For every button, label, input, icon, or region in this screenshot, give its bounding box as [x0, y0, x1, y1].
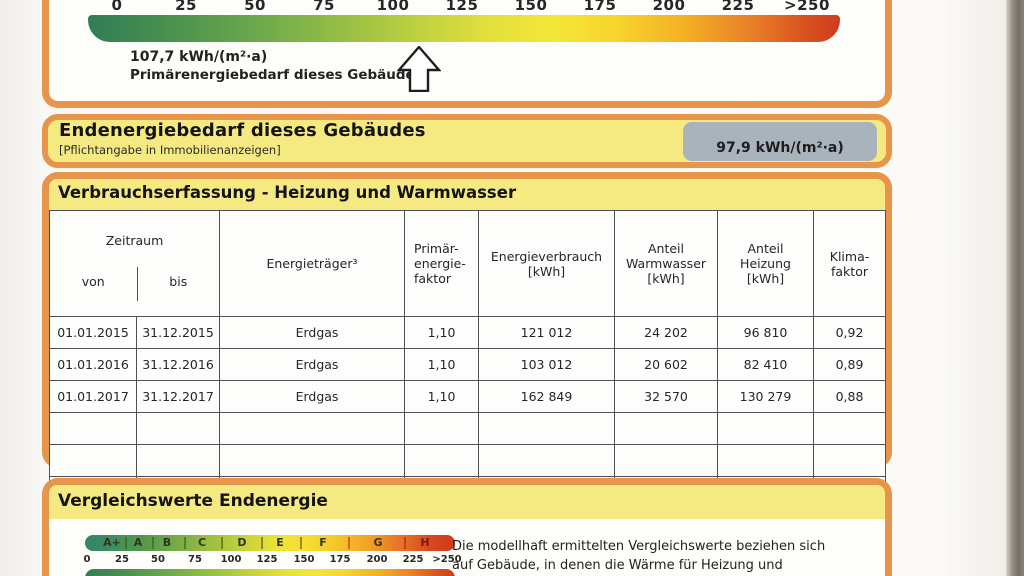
comparison-title-band — [49, 485, 885, 519]
table-row-empty — [49, 412, 886, 445]
end-energy-title: Endenergiebedarf dieses Gebäudes — [59, 120, 426, 141]
consumption-table: Zeitraum von bis Energieträger³ Primär- … — [49, 210, 886, 509]
header-anteil-warmwasser: Anteil Warmwasser [kWh] — [614, 210, 718, 317]
table-header-row: Zeitraum von bis Energieträger³ Primär- … — [49, 210, 886, 317]
scale-tick-label: 175 — [583, 0, 617, 14]
end-energy-value-box: 97,9 kWh/(m²·a) — [683, 122, 877, 161]
header-von: von — [81, 274, 105, 289]
header-klimafaktor: Klima- faktor — [813, 210, 886, 317]
end-energy-subtitle: [Pflichtangabe in Immobilienanzeigen] — [59, 143, 281, 157]
scale-tick-label: 75 — [313, 0, 335, 14]
energy-gradient-bar — [88, 15, 840, 42]
end-energy-banner: Endenergiebedarf dieses Gebäudes [Pflich… — [42, 114, 892, 168]
primary-energy-value: 107,7 kWh/(m²·a) — [130, 49, 268, 65]
class-label: A — [133, 536, 143, 549]
scale-tick-label: 200 — [652, 0, 686, 14]
comparison-section: Vergleichswerte Endenergie A+ A B C D E … — [42, 478, 892, 576]
scale-tick-label: 125 — [445, 0, 479, 14]
header-energieverbrauch: Energieverbrauch [kWh] — [478, 210, 615, 317]
header-bis: bis — [136, 267, 219, 301]
end-energy-value: 97,9 kWh/(m²·a) — [716, 140, 844, 156]
header-energietraeger: Energieträger³ — [219, 210, 405, 317]
class-label: C — [197, 536, 207, 549]
table-row: 01.01.2017 31.12.2017 Erdgas 1,10 162 84… — [49, 380, 886, 413]
scanner-page-edge — [1006, 0, 1024, 576]
consumption-section: Verbrauchserfassung - Heizung und Warmwa… — [42, 172, 892, 509]
scale-tick-label: 25 — [175, 0, 197, 14]
class-label: A+ — [103, 536, 121, 549]
table-row-empty — [49, 444, 886, 477]
primary-energy-scale-section: 0 25 50 75 100 125 150 175 200 225 >250 … — [42, 0, 892, 108]
scale-tick-label: 100 — [376, 0, 410, 14]
comparison-scale: 0 25 50 75 100 125 150 175 200 225 >250 — [83, 554, 462, 565]
class-label: B — [162, 536, 172, 549]
table-row: 01.01.2016 31.12.2016 Erdgas 1,10 103 01… — [49, 348, 886, 381]
class-label: D — [237, 536, 247, 549]
description-line: auf Gebäude, in denen die Wärme für Heiz… — [452, 557, 783, 573]
class-label: H — [420, 536, 430, 549]
header-zeitraum: Zeitraum von bis — [49, 210, 220, 317]
primary-energy-caption: Primärenergiebedarf dieses Gebäudes — [130, 67, 423, 83]
class-label: F — [319, 536, 327, 549]
header-primaerfaktor: Primär- energie- faktor — [404, 210, 479, 317]
table-row: 01.01.2015 31.12.2015 Erdgas 1,10 121 01… — [49, 316, 886, 349]
scale-tick-label: 0 — [111, 0, 123, 14]
scale-tick-label: >250 — [784, 0, 830, 14]
consumption-title: Verbrauchserfassung - Heizung und Warmwa… — [58, 183, 517, 202]
description-line: Die modellhaft ermittelten Vergleichswer… — [452, 539, 826, 554]
comparison-gradient-bar — [85, 569, 455, 576]
comparison-description: Die modellhaft ermittelten Vergleichswer… — [452, 538, 882, 576]
consumption-title-band — [49, 179, 885, 210]
class-label: E — [276, 536, 284, 549]
header-anteil-heizung: Anteil Heizung [kWh] — [717, 210, 814, 317]
class-label: G — [373, 536, 383, 549]
scale-tick-label: 150 — [514, 0, 548, 14]
scale-tick-label: 50 — [244, 0, 266, 14]
energy-class-band: A+ A B C D E F G H — [85, 535, 455, 551]
value-pointer-arrow-icon — [397, 46, 441, 92]
comparison-title: Vergleichswerte Endenergie — [58, 491, 328, 511]
scale-tick-label: 225 — [721, 0, 755, 14]
